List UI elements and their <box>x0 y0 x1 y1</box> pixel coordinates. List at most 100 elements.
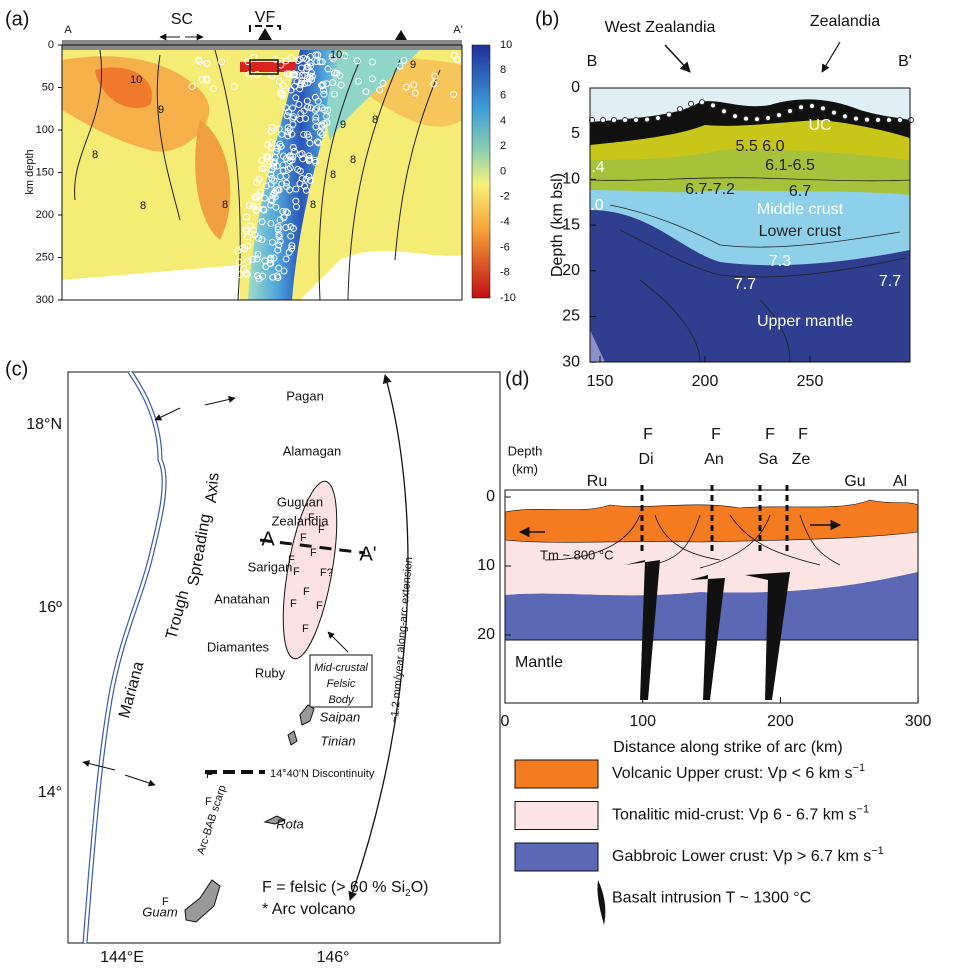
felsic-mark: F <box>290 598 297 610</box>
station <box>765 114 771 121</box>
earthquake <box>323 119 331 127</box>
earthquake <box>254 192 262 200</box>
earthquake <box>275 77 283 85</box>
earthquake <box>274 246 282 254</box>
earthquake <box>245 202 253 210</box>
earthquake <box>286 70 294 78</box>
earthquake <box>279 82 287 90</box>
contour-label: 8 <box>92 149 98 161</box>
x-tick-label: 150 <box>587 373 614 390</box>
colorbar-label: -10 <box>500 292 516 304</box>
earthquake <box>304 103 312 111</box>
felsic-body: Body <box>328 694 355 706</box>
earthquake <box>251 231 259 239</box>
earthquake <box>293 71 301 79</box>
earthquake <box>300 130 308 138</box>
y-tick-label: 5 <box>571 125 580 142</box>
earthquake <box>230 83 238 91</box>
felsic-mark: F <box>643 426 653 443</box>
earthquake <box>315 139 323 147</box>
colorbar-label: 2 <box>500 140 506 152</box>
earthquake <box>368 75 376 83</box>
x-tick-label: 0 <box>501 713 510 730</box>
earthquake <box>297 109 305 117</box>
earthquake <box>253 207 261 215</box>
contour-label: 8 <box>330 169 336 181</box>
label: B' <box>898 53 912 70</box>
contour-label: 9 <box>340 119 346 131</box>
island: Diamantes <box>207 639 270 654</box>
station <box>611 116 617 123</box>
earthquake <box>450 90 458 98</box>
earthquake <box>318 123 326 131</box>
station <box>710 102 716 109</box>
earthquake <box>336 72 344 80</box>
lon-label: 144°E <box>100 949 144 966</box>
earthquake <box>250 226 258 234</box>
earthquake <box>280 152 288 160</box>
felsic-mark: F <box>308 512 315 524</box>
earthquake <box>244 257 252 265</box>
earthquake <box>284 165 292 173</box>
earthquake <box>276 89 284 97</box>
earthquake <box>280 267 288 275</box>
station <box>699 99 705 106</box>
earthquake <box>261 194 269 202</box>
y-tick-label: 10 <box>477 557 495 574</box>
earthquake <box>255 175 263 183</box>
earthquake <box>253 203 261 211</box>
earthquake <box>319 131 327 139</box>
earthquake <box>253 255 261 263</box>
earthquake <box>226 269 234 277</box>
earthquake <box>354 77 362 85</box>
earthquake <box>311 106 319 114</box>
earthquake <box>292 94 300 102</box>
earthquake <box>188 82 196 90</box>
earthquake <box>282 224 290 232</box>
earthquake <box>286 164 294 172</box>
contour-label: 8 <box>350 154 356 166</box>
earthquake <box>329 79 337 87</box>
earthquake <box>257 188 265 196</box>
earthquake <box>268 71 276 79</box>
earthquake <box>284 128 292 136</box>
earthquake <box>236 271 244 279</box>
earthquake <box>302 186 310 194</box>
legend-part: F = felsic (> 60 % Si <box>262 879 405 896</box>
earthquake <box>243 213 251 221</box>
earthquake <box>268 238 276 246</box>
earthquake <box>410 81 418 89</box>
earthquake <box>331 69 339 77</box>
lat-label: 16º <box>38 599 62 616</box>
earthquake <box>203 59 211 67</box>
lat-label: 18°N <box>26 416 62 433</box>
y-tick-label: 300 <box>36 294 54 306</box>
earthquake <box>254 272 262 280</box>
y-tick-label: 0 <box>486 488 495 505</box>
station <box>842 113 848 120</box>
contour-label: 8 <box>310 199 316 211</box>
label: A' <box>453 24 462 36</box>
felsic-mark: F <box>303 586 310 598</box>
colorbar-label: -4 <box>500 216 510 228</box>
earthquake <box>209 85 217 93</box>
earthquake <box>238 244 246 252</box>
label: (a) <box>5 8 29 30</box>
earthquake <box>254 251 262 259</box>
earthquake <box>379 79 387 87</box>
earthquake <box>282 172 290 180</box>
contour-label: 10 <box>330 49 342 61</box>
station <box>897 116 903 123</box>
earthquake <box>266 157 274 165</box>
volcano-label: Ze <box>792 451 811 468</box>
earthquake <box>307 69 315 77</box>
earthquake <box>259 272 267 280</box>
earthquake <box>320 106 328 114</box>
earthquake <box>314 51 322 59</box>
earthquake <box>272 147 280 155</box>
earthquake <box>290 70 298 78</box>
island: Guguan <box>277 494 323 509</box>
earthquake <box>262 263 270 271</box>
earthquake <box>308 72 316 80</box>
